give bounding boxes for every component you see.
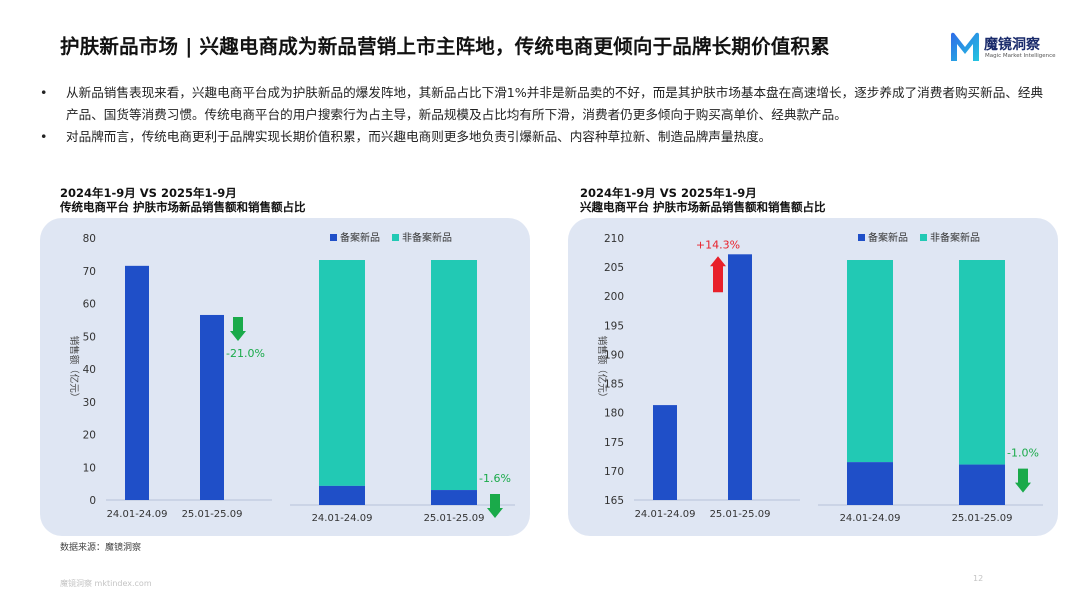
left-chart-title-line2: 传统电商平台 护肤市场新品销售额和销售额占比 [60, 200, 306, 214]
legend-label: 备案新品 [340, 231, 380, 244]
sales-bar [728, 254, 752, 500]
left-chart-panel: 0 10 20 30 40 50 60 70 80 销售额（亿元） 24.01-24.09 25.01… [40, 218, 530, 536]
right-chart-title: 2024年1-9月 VS 2025年1-9月 兴趣电商平台 护肤市场新品销售额和… [580, 186, 826, 214]
legend-swatch [858, 234, 865, 241]
y-tick-label: 70 [83, 266, 96, 278]
footer-text: 魔镜洞察 mktindex.com [60, 579, 152, 588]
x-tick-label: 25.01-25.09 [710, 509, 771, 520]
sales-bar [200, 314, 224, 500]
y-tick-label: 195 [604, 320, 624, 332]
right-chart-title-line1: 2024年1-9月 VS 2025年1-9月 [580, 186, 757, 200]
left-chart-title-line1: 2024年1-9月 VS 2025年1-9月 [60, 186, 237, 200]
logo-subtitle: Magic Market Intelligence [985, 53, 1056, 59]
share-bar-new [959, 464, 1005, 505]
down-arrow-icon [1015, 468, 1031, 493]
bullet-dot: • [40, 129, 48, 144]
y-tick-label: 210 [604, 233, 624, 245]
page-number: 12 [973, 574, 984, 583]
x-tick-label: 24.01-24.09 [635, 509, 696, 520]
bullet-item: • 从新品销售表现来看，兴趣电商平台成为护肤新品的爆发阵地，其新品占比下滑1%并… [40, 82, 1050, 126]
y-tick-label: 185 [604, 379, 624, 391]
legend-label: 非备案新品 [930, 231, 980, 244]
legend-swatch [392, 234, 399, 241]
legend-swatch [330, 234, 337, 241]
logo-m-icon [951, 32, 979, 61]
y-axis-label: 销售额（亿元） [596, 336, 608, 403]
bullet-dot: • [40, 85, 48, 100]
share-bar-other [959, 260, 1005, 465]
bullet-text: 对品牌而言，传统电商更利于品牌实现长期价值积累，而兴趣电商则更多地负责引爆新品、… [66, 129, 772, 144]
y-tick-label: 60 [83, 299, 96, 311]
down-arrow-icon [230, 316, 246, 341]
y-tick-label: 0 [89, 495, 96, 507]
bullet-item: • 对品牌而言，传统电商更利于品牌实现长期价值积累，而兴趣电商则更多地负责引爆新… [40, 126, 1050, 148]
share-x-tick-label: 24.01-24.09 [312, 513, 373, 524]
sales-bar [653, 405, 677, 500]
share-bar-other [319, 260, 365, 486]
share-bar-new [847, 462, 893, 505]
down-arrow-icon [487, 494, 503, 519]
up-arrow-icon [710, 256, 726, 293]
legend-label: 备案新品 [868, 231, 908, 244]
y-tick-label: 40 [83, 364, 96, 376]
page-title: 护肤新品市场 | 兴趣电商成为新品营销上市主阵地，传统电商更倾向于品牌长期价值积… [60, 35, 830, 58]
sales-bar [125, 265, 149, 500]
share-bar-other [847, 260, 893, 463]
y-tick-label: 20 [83, 430, 96, 442]
left-chart-svg: 0 10 20 30 40 50 60 70 80 销售额（亿元） 24.01-24.09 25.01… [68, 231, 515, 524]
summary-bullets: • 从新品销售表现来看，兴趣电商平台成为护肤新品的爆发阵地，其新品占比下滑1%并… [40, 82, 1050, 148]
data-source: 数据来源：魔镜洞察 [60, 543, 142, 553]
y-tick-label: 50 [83, 331, 96, 343]
y-tick-label: 170 [604, 466, 624, 478]
x-tick-label: 25.01-25.09 [182, 509, 243, 520]
y-tick-label: 175 [604, 437, 624, 449]
sales-change-label: +14.3% [696, 238, 740, 251]
y-tick-label: 30 [83, 397, 96, 409]
sales-change-label: -21.0% [226, 347, 265, 360]
brand-logo: 魔镜洞察 Magic Market Intelligence [948, 28, 1058, 68]
share-bar-new [431, 490, 477, 505]
share-bar-new [319, 485, 365, 505]
y-tick-label: 80 [83, 233, 96, 245]
share-change-label: -1.6% [479, 472, 511, 485]
bullet-text: 从新品销售表现来看，兴趣电商平台成为护肤新品的爆发阵地，其新品占比下滑1%并非是… [66, 85, 1044, 122]
share-change-label: -1.0% [1007, 447, 1039, 460]
left-chart-title: 2024年1-9月 VS 2025年1-9月 传统电商平台 护肤市场新品销售额和… [60, 186, 306, 214]
right-chart-title-line2: 兴趣电商平台 护肤市场新品销售额和销售额占比 [580, 200, 826, 214]
y-tick-label: 180 [604, 408, 624, 420]
y-axis-label: 销售额（亿元） [68, 336, 80, 403]
logo-name: 魔镜洞察 [984, 37, 1040, 53]
y-tick-label: 200 [604, 291, 624, 303]
y-tick-label: 165 [604, 495, 624, 507]
legend-label: 非备案新品 [402, 231, 452, 244]
right-chart-panel: 165 170 175 180 185 190 195 200 205 210 销售额（亿元） 24.… [568, 218, 1058, 536]
share-bar-other [431, 260, 477, 491]
share-x-tick-label: 25.01-25.09 [952, 513, 1013, 524]
legend-swatch [920, 234, 927, 241]
x-tick-label: 24.01-24.09 [107, 509, 168, 520]
right-chart-svg: 165 170 175 180 185 190 195 200 205 210 销售额（亿元） 24.… [596, 231, 1043, 524]
y-tick-label: 10 [83, 462, 96, 474]
y-tick-label: 205 [604, 262, 624, 274]
share-x-tick-label: 25.01-25.09 [424, 513, 485, 524]
share-x-tick-label: 24.01-24.09 [840, 513, 901, 524]
y-tick-label: 190 [604, 349, 624, 361]
